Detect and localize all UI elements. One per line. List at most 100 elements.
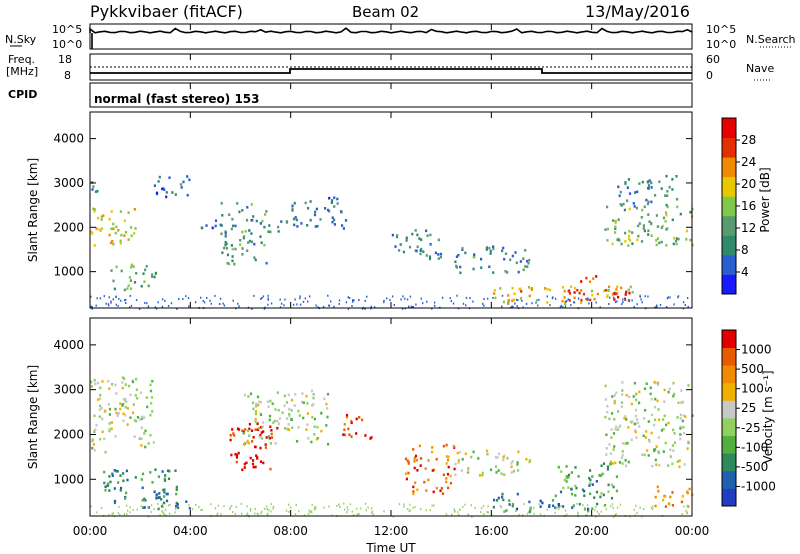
velocity-cell-7 [494, 455, 498, 459]
velocity-cell-8 [548, 504, 551, 507]
power-ground-cell [401, 307, 404, 310]
velocity-cell-10 [663, 400, 666, 403]
velocity-cell-2 [185, 500, 188, 503]
velocity-ground-cell [451, 513, 453, 516]
power-cell-14 [619, 190, 622, 194]
power-cell-11 [576, 288, 579, 292]
nsky-tick-low: 10^0 [52, 38, 82, 51]
power-cell-13 [658, 241, 661, 245]
velocity-cell-4 [267, 405, 270, 408]
power-cell-5 [225, 247, 228, 250]
power-cell-9 [489, 252, 492, 255]
velocity-cell-1 [104, 488, 107, 492]
power-cell-14 [619, 203, 622, 206]
nsearch-tick-low: 10^0 [706, 38, 736, 51]
power-cell-9 [480, 257, 483, 261]
velocity-cell-4 [261, 425, 264, 429]
velocity-ground-cell [198, 506, 200, 508]
power-ground-cell [322, 305, 325, 308]
velocity-colorbar-swatch [722, 400, 736, 419]
velocity-cell-10 [615, 425, 618, 428]
velocity-ground-cell [272, 507, 274, 510]
velocity-cell-10 [669, 448, 672, 452]
power-cell-0 [130, 234, 133, 238]
power-cell-8 [416, 233, 419, 237]
velocity-cell-10 [605, 453, 608, 456]
power-ground-cell [146, 302, 148, 305]
velocity-cell-7 [458, 450, 461, 454]
velocity-ground-cell [561, 505, 563, 507]
velocity-cell-6 [445, 477, 448, 480]
power-cell-9 [455, 255, 458, 258]
velocity-cell-10 [621, 454, 624, 457]
velocity-cell-1 [174, 469, 177, 472]
power-cell-13 [685, 229, 688, 233]
velocity-cell-0 [115, 392, 118, 395]
power-cell-8 [419, 249, 422, 252]
power-cell-9 [492, 271, 495, 274]
velocity-cell-10 [635, 418, 639, 421]
power-ground-cell [90, 305, 92, 308]
power-ground-cell [283, 304, 285, 307]
power-cell-14 [658, 180, 661, 184]
velocity-cell-6 [446, 458, 450, 462]
velocity-cell-8 [528, 510, 531, 514]
velocity-cell-8 [572, 504, 575, 507]
velocity-cell-4 [301, 392, 304, 395]
power-cell-9 [459, 271, 462, 275]
velocity-cell-10 [687, 440, 690, 444]
power-cell-8 [396, 234, 399, 237]
velocity-cell-0 [140, 415, 144, 419]
power-cell-13 [655, 239, 658, 242]
velocity-cell-10 [656, 399, 659, 403]
power-cell-10 [593, 297, 596, 301]
velocity-cell-11 [664, 505, 667, 508]
velocity-cell-1 [149, 471, 152, 474]
power-ground-cell [667, 296, 669, 299]
velocity-ground-cell [150, 510, 152, 513]
power-cell-5 [245, 218, 249, 222]
velocity-cell-10 [672, 428, 675, 432]
velocity-cell-5 [343, 423, 346, 426]
velocity-cell-10 [635, 398, 638, 402]
velocity-cell-10 [634, 414, 637, 418]
velocity-cell-4 [256, 395, 260, 399]
power-cell-1 [96, 189, 99, 193]
power-ground-cell [386, 297, 388, 300]
velocity-cell-10 [679, 425, 682, 429]
velocity-cell-10 [635, 436, 638, 439]
power-cell-12 [592, 277, 595, 280]
power-cell-13 [666, 205, 669, 209]
freq-tick-low: 8 [64, 69, 71, 82]
power-ground-cell [144, 301, 146, 304]
velocity-ground-cell [254, 507, 256, 510]
velocity-cell-6 [425, 489, 428, 492]
power-cell-0 [100, 218, 103, 221]
power-cell-0 [112, 222, 115, 226]
velocity-cell-10 [673, 441, 677, 445]
velocity-cell-3 [252, 459, 255, 462]
velocity-ground-cell [223, 505, 225, 508]
velocity-ground-cell [108, 514, 110, 517]
velocity-cell-10 [634, 392, 638, 396]
velocity-cell-0 [135, 419, 138, 423]
power-cell-14 [626, 199, 629, 202]
nsearch-tick-high: 10^5 [706, 23, 736, 36]
power-cell-8 [405, 236, 408, 240]
velocity-cell-10 [644, 409, 647, 412]
power-cell-13 [606, 205, 609, 209]
velocity-ground-cell [217, 504, 219, 507]
power-cell-6 [269, 230, 272, 234]
velocity-cell-4 [276, 419, 279, 423]
velocity-cell-5 [355, 432, 358, 435]
velocity-cell-10 [627, 460, 630, 464]
velocity-ground-cell [351, 510, 353, 513]
power-cell-5 [225, 242, 228, 245]
velocity-cell-9 [595, 490, 599, 494]
power-ground-cell [330, 300, 332, 303]
power-ground-cell [135, 299, 138, 302]
power-ground-cell [515, 298, 518, 301]
power-cell-5 [238, 210, 241, 214]
velocity-cell-11 [680, 500, 683, 504]
power-cell-0 [95, 227, 98, 230]
